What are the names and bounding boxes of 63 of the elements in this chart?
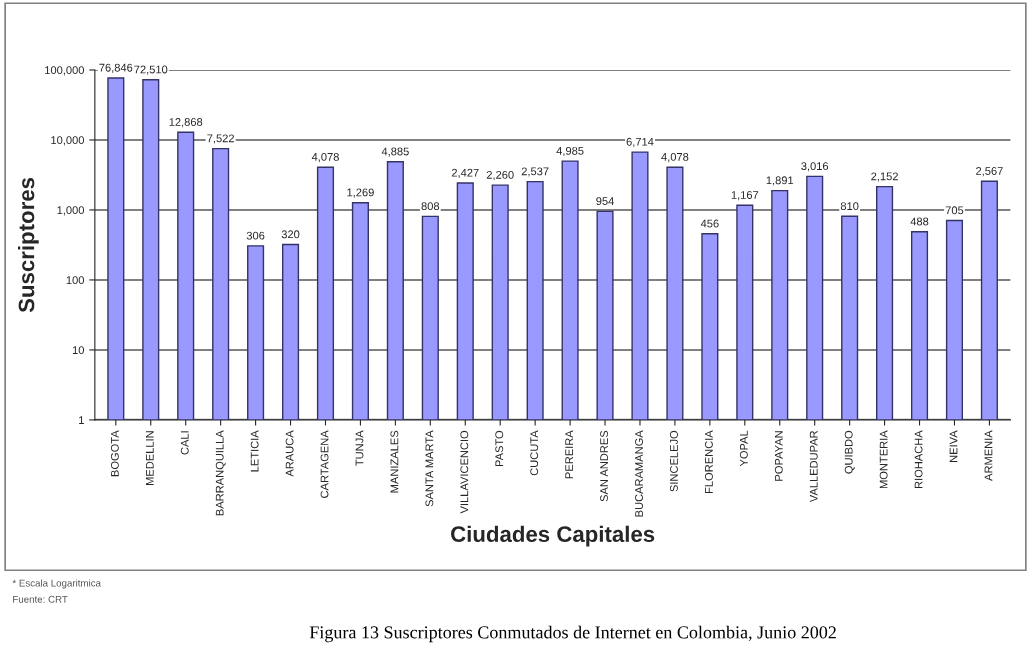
x-tick-label: ARAUCA: [285, 430, 294, 477]
data-label: 4,078: [311, 153, 339, 163]
data-label: 2,567: [976, 167, 1003, 177]
x-tick-label: RIOHACHA: [914, 430, 923, 489]
y-tick-label: 1: [79, 416, 84, 424]
data-label: 810: [840, 202, 859, 210]
x-tick-label: BOGOTA: [110, 430, 119, 477]
x-tick-label: BUCARAMANGA: [635, 430, 643, 517]
data-label: 320: [281, 230, 300, 239]
x-tick-label: SANTA MARTA: [425, 430, 434, 507]
x-axis-title: Ciudades Capitales: [451, 525, 655, 547]
x-tick-label: VALLEDUPAR: [809, 430, 818, 503]
data-label: 1,269: [347, 188, 374, 198]
source-note: Fuente: CRT: [13, 595, 68, 603]
x-tick-label: PASTO: [495, 430, 504, 467]
data-label: 2,427: [451, 168, 479, 178]
data-label: 1,891: [766, 176, 794, 186]
text: * Escala Logaritmica: [12, 579, 101, 589]
data-label: 705: [945, 206, 964, 215]
data-label: 2,537: [521, 167, 549, 177]
x-tick-label: BARRANQUILLA: [215, 430, 226, 516]
y-tick-label: 10: [72, 346, 84, 355]
y-tick-label: 1,000: [57, 206, 84, 216]
data-label: 4,885: [381, 147, 409, 157]
data-label: 72,510: [134, 65, 168, 75]
x-tick-label: ARMENIA: [984, 430, 993, 481]
y-tick-label: 10,000: [51, 136, 84, 146]
y-tick-label: 100: [66, 276, 84, 285]
y-axis-title: Suscriptores: [18, 177, 39, 313]
x-tick-label: QUIBDO: [844, 430, 855, 474]
data-label: 76,846: [99, 63, 133, 73]
x-tick-label: YOPAL: [739, 430, 748, 467]
data-label: 306: [246, 231, 265, 240]
x-tick-label: MANIZALES: [390, 430, 399, 493]
text: Figura 13 Suscriptores Conmutados de Internet en Colombia, Junio 2002: [309, 625, 836, 643]
data-label: 808: [421, 202, 440, 211]
x-tick-label: CARTAGENA: [320, 430, 329, 498]
x-tick-label: FLORENCIA: [704, 430, 713, 493]
data-label: 2,152: [871, 172, 898, 182]
data-label: 2,260: [486, 170, 514, 181]
y-tick-label: 100,000: [45, 66, 84, 76]
data-label: 488: [910, 217, 929, 226]
x-tick-label: SINCELEJO: [670, 430, 678, 492]
x-tick-label: MEDELLIN: [145, 431, 154, 485]
x-tick-label: VILLAVICENCIO: [460, 430, 469, 514]
x-tick-label: MONTERIA: [879, 430, 888, 489]
data-label: 7,522: [207, 134, 234, 144]
x-tick-label: PEREIRA: [565, 430, 573, 479]
data-label: 954: [596, 197, 614, 206]
data-label: 4,985: [556, 146, 584, 157]
data-label: 6,714: [626, 137, 654, 148]
data-label: 4,078: [661, 153, 689, 163]
data-label: 12,868: [169, 118, 203, 128]
x-tick-label: NEIVA: [949, 430, 958, 462]
x-tick-label: TUNJA: [355, 430, 364, 466]
x-tick-label: LETICIA: [250, 430, 259, 472]
x-tick-label: CALI: [180, 431, 189, 455]
x-tick-label: CUCUTA: [530, 430, 539, 476]
x-tick-label: POPAYAN: [774, 431, 783, 481]
x-tick-label: SAN ANDRES: [600, 430, 609, 502]
data-label: 456: [700, 219, 719, 228]
data-label: 3,016: [801, 162, 829, 172]
data-label: 1,167: [731, 191, 759, 201]
